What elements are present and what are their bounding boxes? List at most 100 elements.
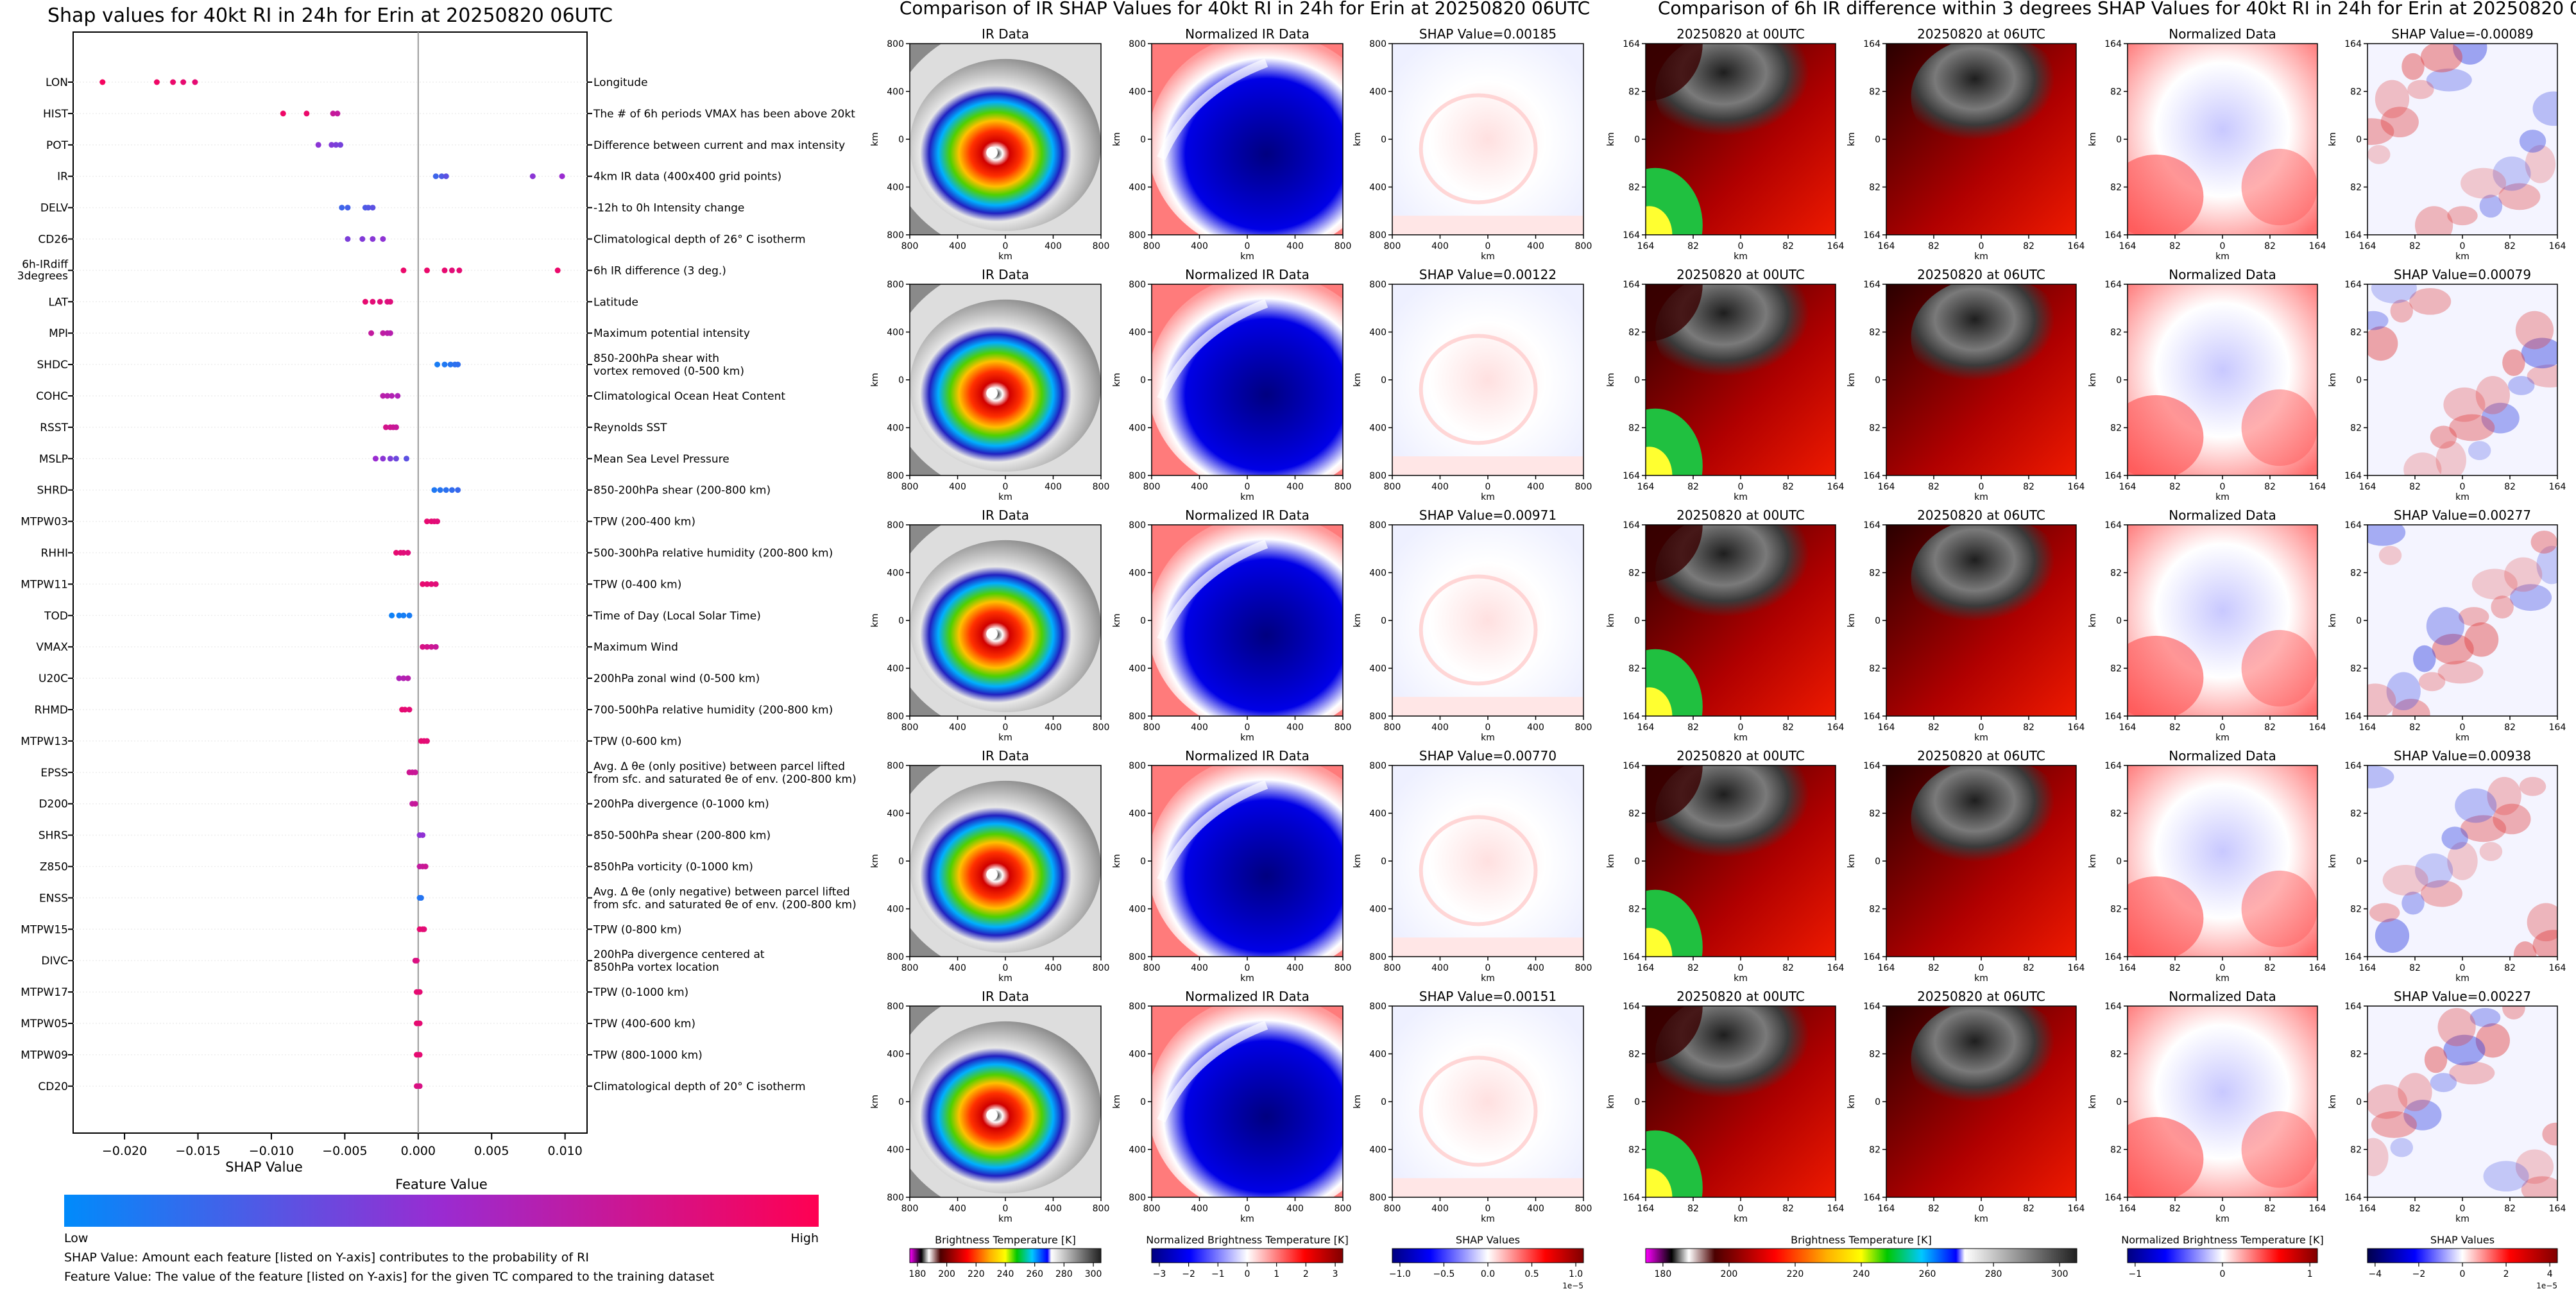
shap-ir-ring <box>1419 574 1538 686</box>
normalized-ir-panel-ytick-label: 400 <box>1129 183 1146 193</box>
bt-yellow-region <box>1646 447 1673 475</box>
norm-diff-red <box>2128 876 2204 957</box>
ir-storm <box>910 299 1101 472</box>
feature-description: 200hPa divergence centered at <box>593 948 765 961</box>
bt-yellow-region <box>1646 928 1673 957</box>
ir-00utc-panel-xtick-label: 82 <box>1782 722 1794 733</box>
ir-06utc-panel-xtick-label: 164 <box>2068 1204 2085 1214</box>
ir-shap-panel-xlabel: km <box>1481 492 1495 502</box>
shap-point <box>380 456 386 462</box>
feature-description: 200hPa zonal wind (0-500 km) <box>593 672 760 685</box>
normalized-ir-panel-ytick-label: 800 <box>1129 471 1146 481</box>
normalized-diff-panel-ylabel: km <box>2088 1095 2098 1109</box>
normalized-ir-panel-image <box>1152 44 1343 235</box>
diff-shap-panel-ytick-label: 164 <box>2344 280 2362 290</box>
diff-shap-panel-title: SHAP Value=0.00079 <box>2394 267 2531 282</box>
shap-point <box>554 267 561 273</box>
ir-00utc-panel-xtick-label: 0 <box>1738 963 1744 973</box>
diff-shap-panel-ytick-label: 82 <box>2350 568 2362 579</box>
normalized-diff-panel-xtick-label: 82 <box>2169 482 2181 492</box>
shap-diff-blob <box>2413 645 2436 672</box>
norm-band <box>1157 58 1268 160</box>
ir-shap-panel-ylabel: km <box>1352 1095 1363 1109</box>
feature-value-colorbar <box>64 1195 819 1227</box>
diff-shap-panel-xtick-label: 82 <box>2409 722 2421 733</box>
shap-diff-field <box>2367 284 2557 475</box>
shap-xtick-label: 0.010 <box>547 1144 582 1158</box>
shap-diff-blob <box>2367 1138 2389 1177</box>
shap-point <box>456 267 463 273</box>
normalized-diff-panel-xtick-label: 164 <box>2119 1204 2137 1214</box>
feature-name: IR <box>57 171 68 184</box>
ir-shap-panel-ytick-label: 400 <box>1369 809 1386 819</box>
ir-00utc-panel-title: 20250820 at 00UTC <box>1676 26 1805 42</box>
normalized-diff-panel-xtick-label: 164 <box>2309 241 2326 252</box>
ir-00utc-panel-xlabel: km <box>1734 973 1748 984</box>
bt-dark-corner <box>1646 284 1703 342</box>
shap-point <box>414 957 420 964</box>
ir-00utc-panel-ytick-label: 0 <box>1634 1097 1640 1107</box>
normalized-ir-panel-xtick-label: 800 <box>1335 722 1352 733</box>
ir-shap-panel-xtick-label: 800 <box>1384 1204 1401 1214</box>
ir-00utc-panel-image <box>1646 765 1836 957</box>
shap-diff-blob <box>2464 622 2499 657</box>
ir-00utc-panel-ylabel: km <box>1606 1095 1616 1109</box>
normalized-ir-panel-ytick-label: 0 <box>1140 616 1146 626</box>
diff-shap-panel-ytick-label: 82 <box>2350 328 2362 338</box>
ir-00utc-panel-ylabel: km <box>1606 613 1616 627</box>
diff-bt-colorbar-tick-label: 240 <box>1853 1269 1870 1279</box>
bt2-gray-core <box>1911 44 2071 158</box>
ir-data-panel-title: IR Data <box>982 989 1029 1004</box>
diff-block-title: Comparison of 6h IR difference within 3 … <box>1658 0 2576 19</box>
normalized-ir-panel-xtick-label: 800 <box>1335 241 1352 252</box>
bt-gray-core <box>1655 284 1827 395</box>
ir-shap-colorbar-label: SHAP Values <box>1456 1234 1520 1246</box>
shap-ir-ring <box>1419 334 1538 445</box>
ir-06utc-panel-ytick-label: 82 <box>1869 1145 1881 1156</box>
normalized-diff-panel-xtick-label: 164 <box>2119 241 2137 252</box>
ir-06utc-panel-xtick-label: 82 <box>2023 963 2034 973</box>
shap-diff-blob <box>2424 1046 2448 1073</box>
ir-06utc-panel-title: 20250820 at 06UTC <box>1917 508 2045 523</box>
feature-description: 850-200hPa shear (200-800 km) <box>593 484 771 497</box>
ir-data-panel-xtick-label: 400 <box>1045 722 1062 733</box>
ir-shap-panel-xtick-label: 400 <box>1527 241 1544 252</box>
ir-shap-panel-title: SHAP Value=0.00770 <box>1419 748 1557 764</box>
bt2-gray-core <box>1911 765 2071 880</box>
diff-shap-panel-xtick-label: 164 <box>2359 241 2376 252</box>
norm-diff-red <box>2241 629 2317 707</box>
normalized-ir-panel-xlabel: km <box>1240 733 1254 743</box>
diff-shap-panel-ytick-label: 0 <box>2356 135 2362 145</box>
normalized-diff-panel-xtick-label: 82 <box>2264 482 2276 492</box>
normalized-diff-panel-ytick-label: 164 <box>2104 1193 2122 1203</box>
feature-description: Avg. Δ θe (only negative) between parcel… <box>593 885 850 898</box>
shap-point <box>400 550 407 556</box>
feature-description: TPW (400-600 km) <box>593 1018 695 1030</box>
ir-data-panel-image <box>910 1006 1101 1197</box>
ir-data-panel-xtick-label: 400 <box>1045 1204 1062 1214</box>
bt-gray-core <box>1655 44 1827 155</box>
ir-bt-colorbar-tick-label: 180 <box>909 1269 926 1279</box>
normalized-ir-panel-ytick-label: 0 <box>1140 375 1146 386</box>
ir-data-panel-xtick-label: 400 <box>949 241 966 252</box>
ir-06utc-panel-ylabel: km <box>1847 132 1857 146</box>
ir-00utc-panel-ytick-label: 82 <box>1628 1050 1640 1060</box>
normalized-ir-panel-xtick-label: 800 <box>1143 1204 1161 1214</box>
feature-name: MPI <box>49 327 68 340</box>
ir-06utc-panel-xtick-label: 82 <box>2023 1204 2034 1214</box>
diff-shap-panel-ytick-label: 82 <box>2350 809 2362 819</box>
ir-00utc-panel-ytick-label: 164 <box>1623 520 1640 531</box>
normalized-diff-panel-xtick-label: 82 <box>2169 963 2181 973</box>
norm-diff-red <box>2241 870 2317 948</box>
shap-point <box>559 173 565 180</box>
ir-00utc-panel-xlabel: km <box>1734 252 1748 262</box>
normalized-diff-panel-ytick-label: 164 <box>2104 280 2122 290</box>
ir-storm <box>910 1021 1101 1194</box>
ir-eye <box>986 1109 998 1121</box>
ir-shap-colorbar-tick-label: 1.0 <box>1569 1269 1583 1279</box>
shap-point <box>441 361 448 368</box>
diff-shap-panel-xtick-label: 82 <box>2504 482 2516 492</box>
ir-00utc-panel-ytick-label: 82 <box>1628 905 1640 915</box>
ir-shap-panel-ytick-label: 400 <box>1369 423 1386 434</box>
shap-chart-title: Shap values for 40kt RI in 24h for Erin … <box>47 4 613 27</box>
